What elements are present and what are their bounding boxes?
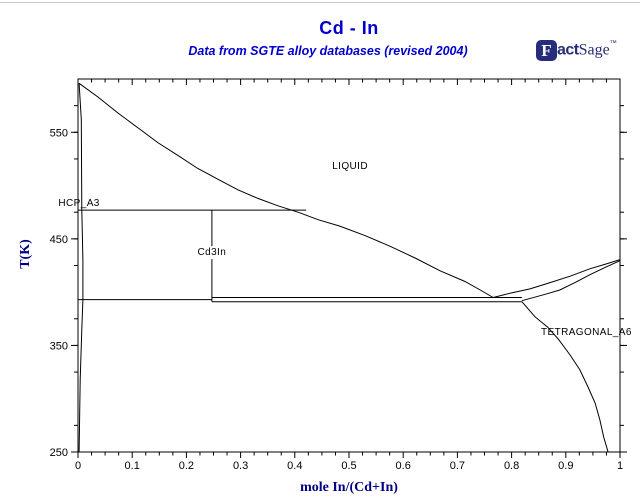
x-tick-label: 0.2 xyxy=(179,460,194,472)
y-axis-title: T(K) xyxy=(18,239,33,269)
factsage-logo-sage-text: Sage xyxy=(578,41,610,59)
factsage-logo-icon: F xyxy=(536,40,557,61)
y-tick-label: 250 xyxy=(50,447,68,459)
x-tick-label: 0.3 xyxy=(233,460,248,472)
curve-liquidus-cd-side xyxy=(78,82,494,298)
x-tick-label: 0.8 xyxy=(504,460,519,472)
y-tick-label: 350 xyxy=(50,340,68,352)
factsage-logo-act-text: act xyxy=(557,41,579,59)
x-axis-title: mole In/(Cd+In) xyxy=(300,480,398,495)
chart-title: Cd - In xyxy=(319,18,379,38)
y-tick-label: 450 xyxy=(50,234,68,246)
x-tick-label: 0.6 xyxy=(396,460,411,472)
x-tick-label: 0 xyxy=(75,460,81,472)
curve-solvus-hcp xyxy=(78,83,84,453)
x-tick-label: 0.4 xyxy=(287,460,302,472)
x-tick-label: 0.9 xyxy=(558,460,573,472)
curve-solidus-in-side xyxy=(521,260,621,302)
phase-label-tetragonal-a6: TETRAGONAL_A6 xyxy=(541,327,632,338)
x-tick-label: 1 xyxy=(617,460,623,472)
window-edge-line xyxy=(0,2,640,3)
phase-label-hcp-a3: HCP_A3 xyxy=(58,198,99,209)
plot-frame xyxy=(77,78,621,453)
curve-solvus-tetragonal xyxy=(521,301,609,453)
chart-subtitle: Data from SGTE alloy databases (revised … xyxy=(188,44,468,58)
phase-label-cd3in: Cd3In xyxy=(198,247,227,258)
y-tick-label: 550 xyxy=(50,127,68,139)
phase-label-liquid: LIQUID xyxy=(332,161,368,172)
label-background xyxy=(195,246,229,260)
trademark-symbol: ™ xyxy=(609,40,617,47)
x-tick-label: 0.5 xyxy=(341,460,356,472)
x-tick-label: 0.1 xyxy=(125,460,140,472)
x-tick-label: 0.7 xyxy=(450,460,465,472)
curve-liquidus-in-side xyxy=(493,259,621,298)
